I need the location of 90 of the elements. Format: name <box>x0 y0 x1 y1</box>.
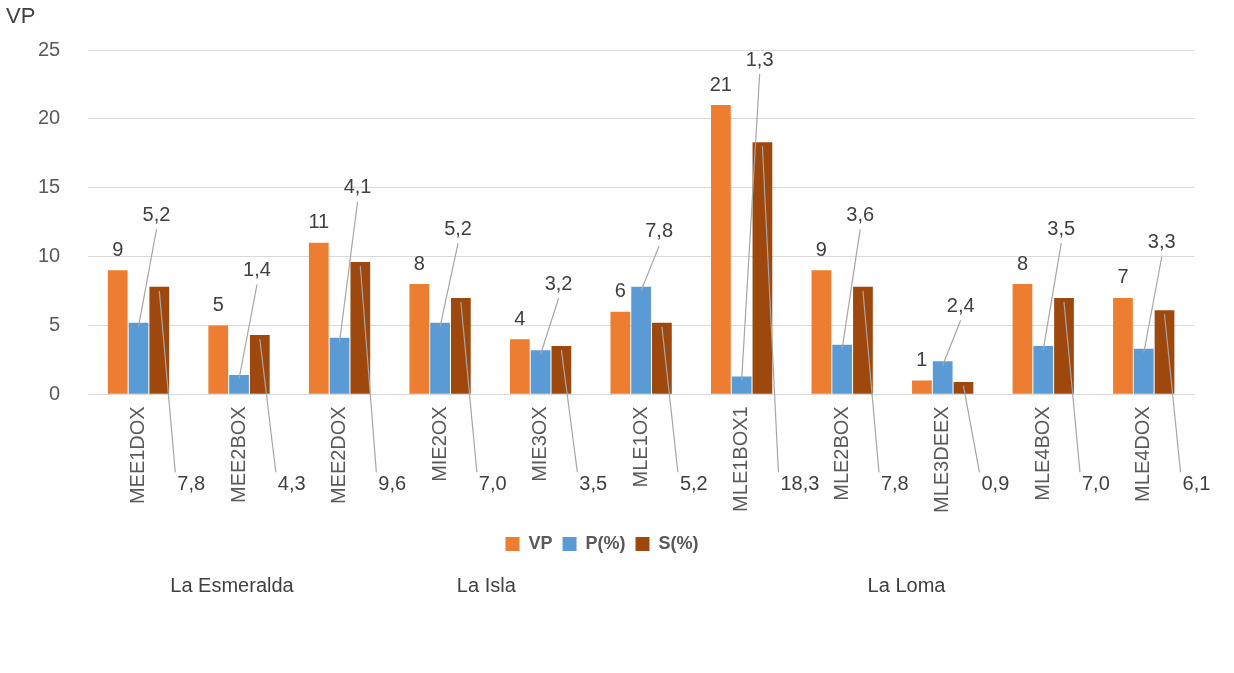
x-tick-label: MEE2DOX <box>327 406 350 505</box>
data-label: 3,2 <box>544 271 573 294</box>
bar <box>811 270 832 394</box>
data-label: 3,6 <box>846 202 875 225</box>
data-label: 1,3 <box>745 47 774 70</box>
x-tick-label: MLE3DEEX <box>930 406 953 514</box>
bar <box>1033 346 1054 394</box>
x-tick-label: MIE2OX <box>427 406 450 482</box>
y-tick-label: 10 <box>38 244 61 267</box>
bar <box>631 286 651 394</box>
x-tick-label: MEE1DOX <box>126 406 149 505</box>
data-label: 9 <box>112 237 124 260</box>
bar <box>430 322 450 394</box>
data-label: 18,3 <box>780 471 820 494</box>
text: La Loma <box>867 573 947 596</box>
y-tick-label: 25 <box>38 37 61 60</box>
bar <box>530 350 551 394</box>
y-tick-label: 15 <box>38 175 61 198</box>
data-label: 7,8 <box>880 471 909 494</box>
legend-label: P(%) <box>585 532 626 553</box>
x-tick-label: MLE1BOX1 <box>729 406 752 512</box>
bar <box>610 311 631 394</box>
y-tick-label: 20 <box>38 106 61 129</box>
bar <box>350 262 371 394</box>
data-label: 4,1 <box>343 175 372 198</box>
bar <box>509 339 530 394</box>
bar <box>128 322 149 394</box>
x-tick-label: MLE1OX <box>628 406 651 488</box>
data-label: 5,2 <box>142 202 171 225</box>
data-label: 3,5 <box>1047 216 1076 239</box>
data-label: 9 <box>815 237 827 260</box>
bar <box>229 375 249 394</box>
bar <box>1054 297 1074 394</box>
data-label: 6,1 <box>1182 471 1211 494</box>
data-label: 5 <box>212 292 224 315</box>
bar <box>832 344 853 394</box>
data-label: 0,9 <box>981 471 1010 494</box>
data-label: 5,2 <box>444 216 472 239</box>
data-label: 3,3 <box>1147 230 1176 253</box>
bar <box>1113 297 1133 394</box>
bar <box>853 286 873 394</box>
text: La Isla <box>456 573 517 596</box>
x-tick-label: MLE4DOX <box>1131 406 1154 502</box>
bar <box>1012 284 1033 394</box>
data-label: 1 <box>916 348 928 371</box>
y-tick-label: 5 <box>49 312 61 335</box>
data-label: 7 <box>1117 265 1129 288</box>
bar <box>932 361 953 394</box>
data-label: 1,4 <box>243 257 271 280</box>
data-label: 8 <box>1016 251 1028 274</box>
bar <box>107 270 128 394</box>
data-label: 2,4 <box>946 293 975 316</box>
data-label: 7,0 <box>478 471 507 494</box>
data-label: 8 <box>413 251 425 274</box>
x-tick-label: MIE3OX <box>528 406 551 482</box>
bar <box>329 337 350 394</box>
data-label: 4 <box>514 306 526 329</box>
bar <box>409 284 430 394</box>
data-label: 9,6 <box>378 471 407 494</box>
y-tick-label: 0 <box>49 381 61 404</box>
bar <box>652 322 672 394</box>
bar <box>731 376 752 394</box>
data-label: 7,8 <box>645 219 674 242</box>
x-tick-label: MEE2BOX <box>226 406 249 503</box>
text: La Esmeralda <box>170 573 295 596</box>
x-tick-label: MLE2BOX <box>829 406 852 501</box>
data-label: 4,3 <box>277 471 306 494</box>
data-label: 6 <box>614 279 626 302</box>
bar <box>208 325 229 394</box>
bar <box>249 335 270 394</box>
data-label: 7,0 <box>1081 471 1110 494</box>
bar <box>551 346 572 394</box>
bar <box>711 105 731 394</box>
data-label: 21 <box>709 72 732 95</box>
data-label: 5,2 <box>679 471 708 494</box>
bar <box>1133 348 1154 394</box>
bar <box>752 142 773 394</box>
legend-label: S(%) <box>658 532 699 553</box>
bar <box>149 286 170 394</box>
bar <box>308 242 329 394</box>
bar <box>450 297 471 394</box>
x-tick-label: MLE4BOX <box>1030 406 1053 501</box>
bar <box>912 380 932 394</box>
data-label: 11 <box>308 210 330 233</box>
y-axis-title: VP <box>6 3 36 29</box>
data-label: 7,8 <box>177 471 206 494</box>
data-label: 3,5 <box>579 471 608 494</box>
legend-label: VP <box>528 532 553 553</box>
bar <box>1154 310 1175 394</box>
bar <box>953 381 974 394</box>
